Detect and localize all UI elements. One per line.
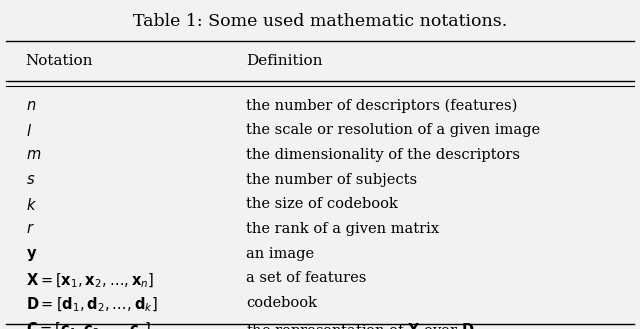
Text: $n$: $n$: [26, 99, 36, 113]
Text: an image: an image: [246, 247, 314, 261]
Text: Definition: Definition: [246, 54, 323, 68]
Text: $\mathbf{X} = [\mathbf{x}_1, \mathbf{x}_2, \ldots, \mathbf{x}_n]$: $\mathbf{X} = [\mathbf{x}_1, \mathbf{x}_…: [26, 271, 154, 290]
Text: $k$: $k$: [26, 197, 36, 214]
Text: $\mathbf{C} = [\mathbf{c}_1, \mathbf{c}_2, \ldots, \mathbf{c}_n]$: $\mathbf{C} = [\mathbf{c}_1, \mathbf{c}_…: [26, 321, 151, 329]
Text: $r$: $r$: [26, 222, 35, 236]
Text: codebook: codebook: [246, 296, 317, 310]
Text: $l$: $l$: [26, 123, 31, 139]
Text: the scale or resolution of a given image: the scale or resolution of a given image: [246, 123, 541, 138]
Text: the representation of $\mathbf{X}$ over $\mathbf{D}$: the representation of $\mathbf{X}$ over …: [246, 321, 475, 329]
Text: $\mathbf{y}$: $\mathbf{y}$: [26, 247, 37, 263]
Text: the number of subjects: the number of subjects: [246, 173, 417, 187]
Text: $\mathbf{D} = [\mathbf{d}_1, \mathbf{d}_2, \ldots, \mathbf{d}_k]$: $\mathbf{D} = [\mathbf{d}_1, \mathbf{d}_…: [26, 296, 157, 315]
Text: the rank of a given matrix: the rank of a given matrix: [246, 222, 440, 236]
Text: Table 1: Some used mathematic notations.: Table 1: Some used mathematic notations.: [133, 13, 507, 30]
Text: the size of codebook: the size of codebook: [246, 197, 398, 212]
Text: $s$: $s$: [26, 173, 35, 187]
Text: the number of descriptors (features): the number of descriptors (features): [246, 99, 518, 113]
Text: the dimensionality of the descriptors: the dimensionality of the descriptors: [246, 148, 520, 162]
Text: Notation: Notation: [26, 54, 93, 68]
Text: $m$: $m$: [26, 148, 41, 162]
Text: a set of features: a set of features: [246, 271, 367, 286]
